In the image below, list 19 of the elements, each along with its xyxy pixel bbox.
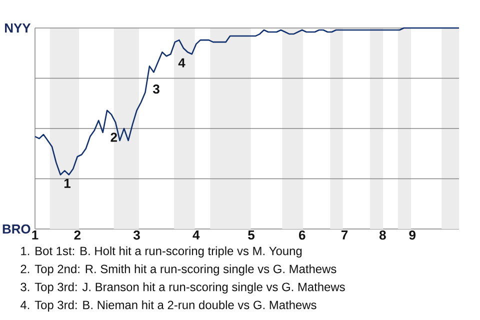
x-tick-label: 5	[248, 230, 254, 240]
annotation: 3	[152, 84, 160, 94]
text: 4. Top 3rd: B. Nieman hit a 2-run double vs G. Mathews	[20, 300, 316, 312]
x-tick-label: 9	[409, 230, 416, 240]
text: 2. Top 2nd: R. Smith hit a run-scoring single vs G. Mathews	[20, 264, 336, 276]
x-tick-label: 6	[298, 230, 306, 240]
text: 1. Bot 1st: B. Holt hit a run-scoring triple vs M. Young	[21, 246, 302, 258]
annotation: 2	[110, 132, 117, 142]
x-tick-label: 4	[192, 230, 200, 240]
x-tick-label: 2	[74, 230, 80, 240]
annotation: 4	[178, 58, 186, 68]
x-tick-label: 7	[341, 230, 348, 240]
x-tick-label: 1	[32, 230, 38, 240]
annotation: 1	[64, 178, 70, 188]
text: NYY	[5, 24, 31, 32]
x-tick-label: 8	[379, 230, 386, 240]
text: 3. Top 3rd: J. Branson hit a run-scoring single vs G. Mathews	[20, 282, 345, 294]
text: BRO	[2, 224, 30, 234]
x-tick-label: 3	[133, 230, 140, 240]
